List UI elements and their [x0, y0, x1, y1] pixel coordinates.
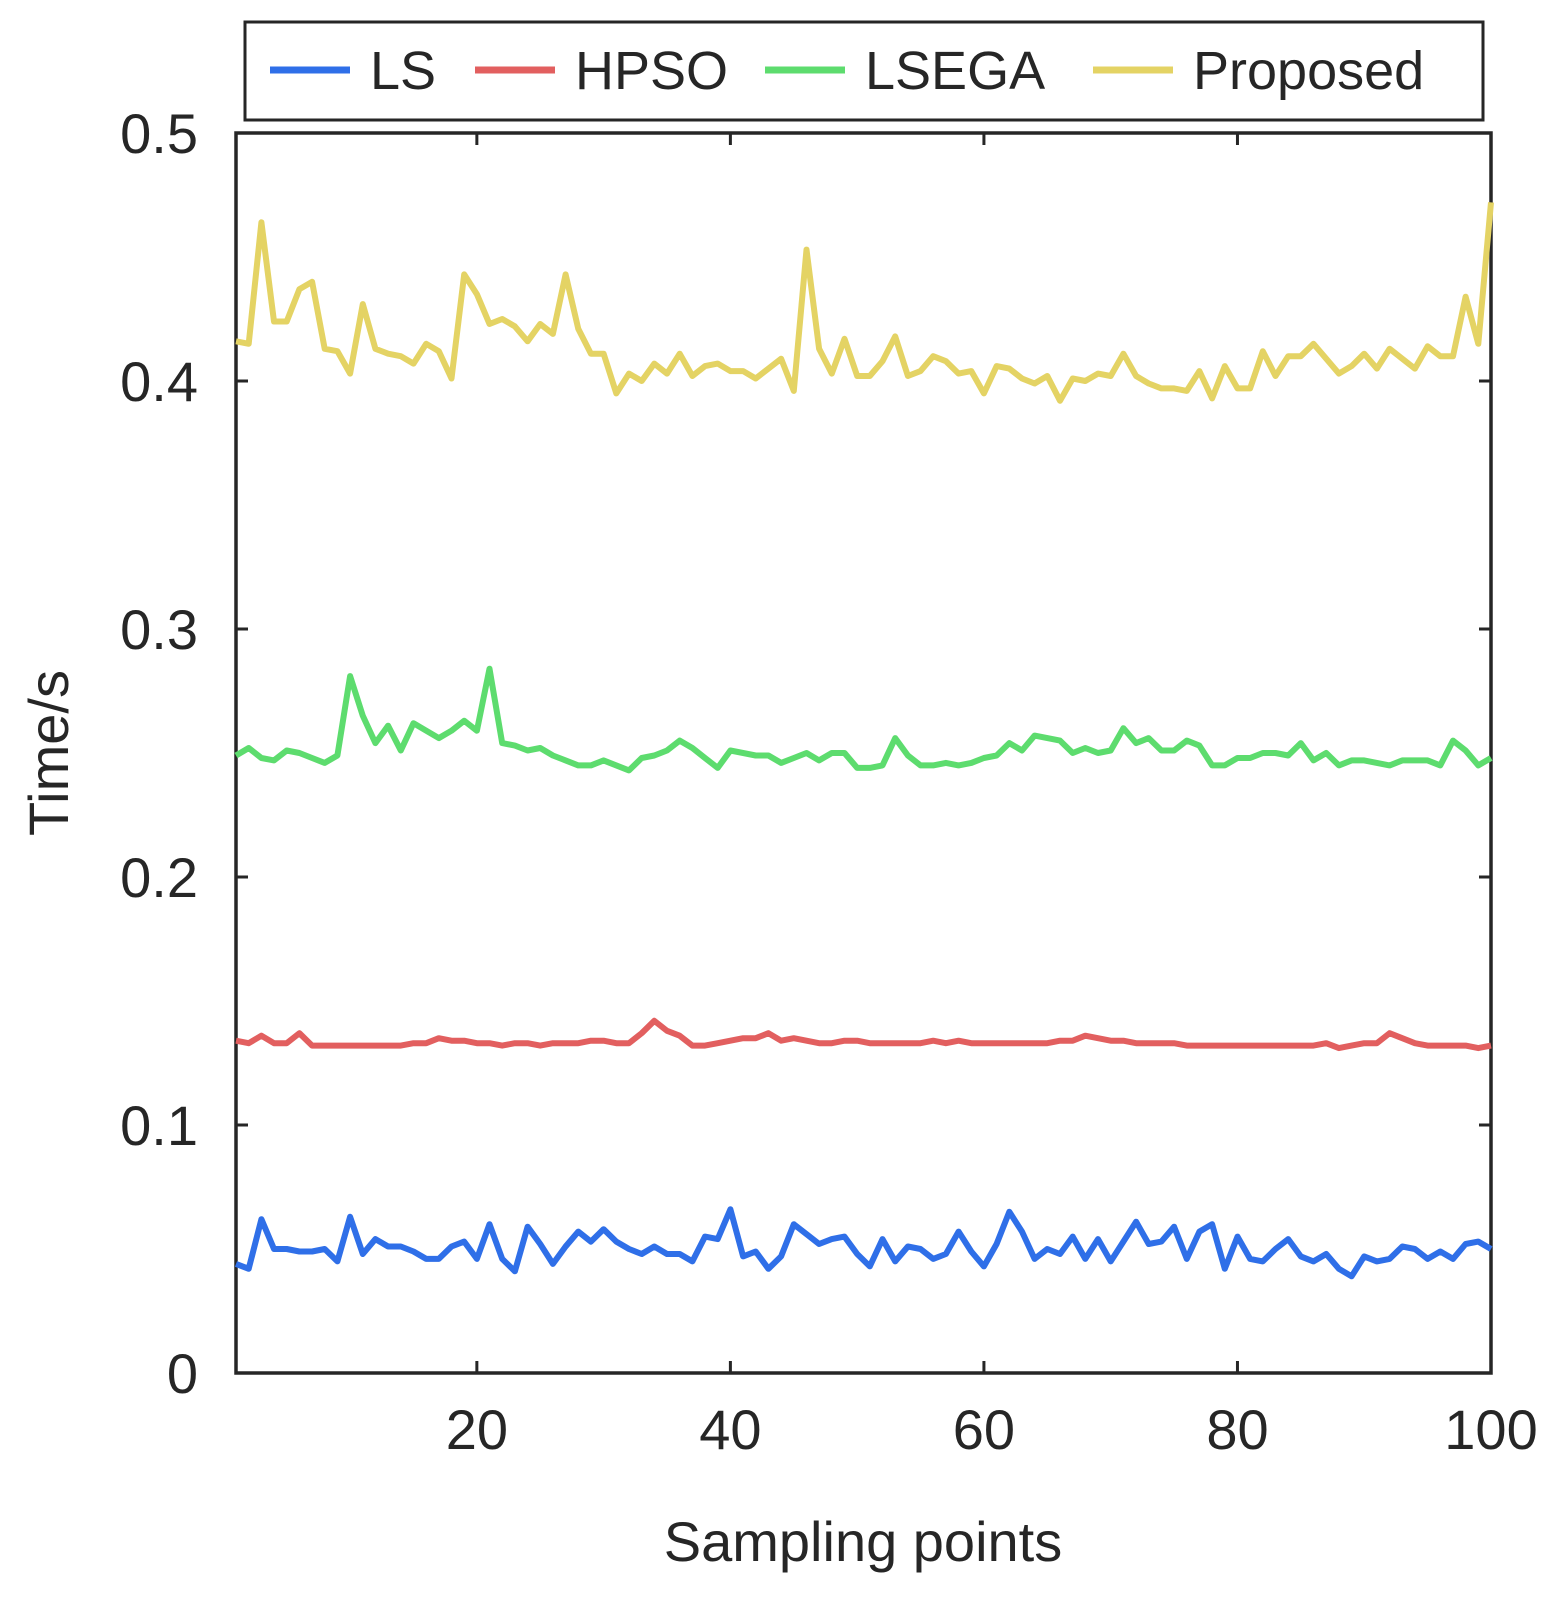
y-tick-label: 0: [167, 1342, 198, 1405]
x-axis-label: Sampling points: [664, 1510, 1062, 1573]
series-line-ls: [234, 1206, 1493, 1280]
y-tick-label: 0.2: [120, 846, 198, 909]
legend-label-lsega: LSEGA: [865, 41, 1045, 101]
x-tick-labels: 20 40 60 80 100: [446, 1398, 1538, 1461]
legend-label-hpso: HPSO: [575, 41, 728, 101]
y-tick-label: 0.5: [120, 102, 198, 165]
x-tick-label: 60: [953, 1398, 1015, 1461]
legend-label-proposed: Proposed: [1193, 41, 1424, 101]
y-tick-labels: 0 0.1 0.2 0.3 0.4 0.5: [120, 102, 198, 1405]
plot-area: [234, 131, 1493, 1375]
y-axis-label: Time/s: [17, 670, 80, 836]
x-tick-label: 40: [699, 1398, 761, 1461]
y-tick-label: 0.1: [120, 1094, 198, 1157]
series-line-hpso: [235, 1017, 1492, 1052]
series-line-proposed: [235, 202, 1494, 404]
legend-box: [243, 20, 1485, 122]
legend-label-ls: LS: [370, 41, 436, 101]
axis-ticks: [236, 131, 1493, 1375]
legend: LS HPSO LSEGA Proposed: [243, 20, 1485, 122]
x-tick-label: 20: [446, 1398, 508, 1461]
x-tick-label: 100: [1444, 1398, 1537, 1461]
x-tick-label: 80: [1206, 1398, 1268, 1461]
y-tick-label: 0.4: [120, 350, 198, 413]
y-tick-label: 0.3: [120, 598, 198, 661]
series-line-lsega: [234, 665, 1493, 774]
series-lines: [234, 202, 1494, 1280]
